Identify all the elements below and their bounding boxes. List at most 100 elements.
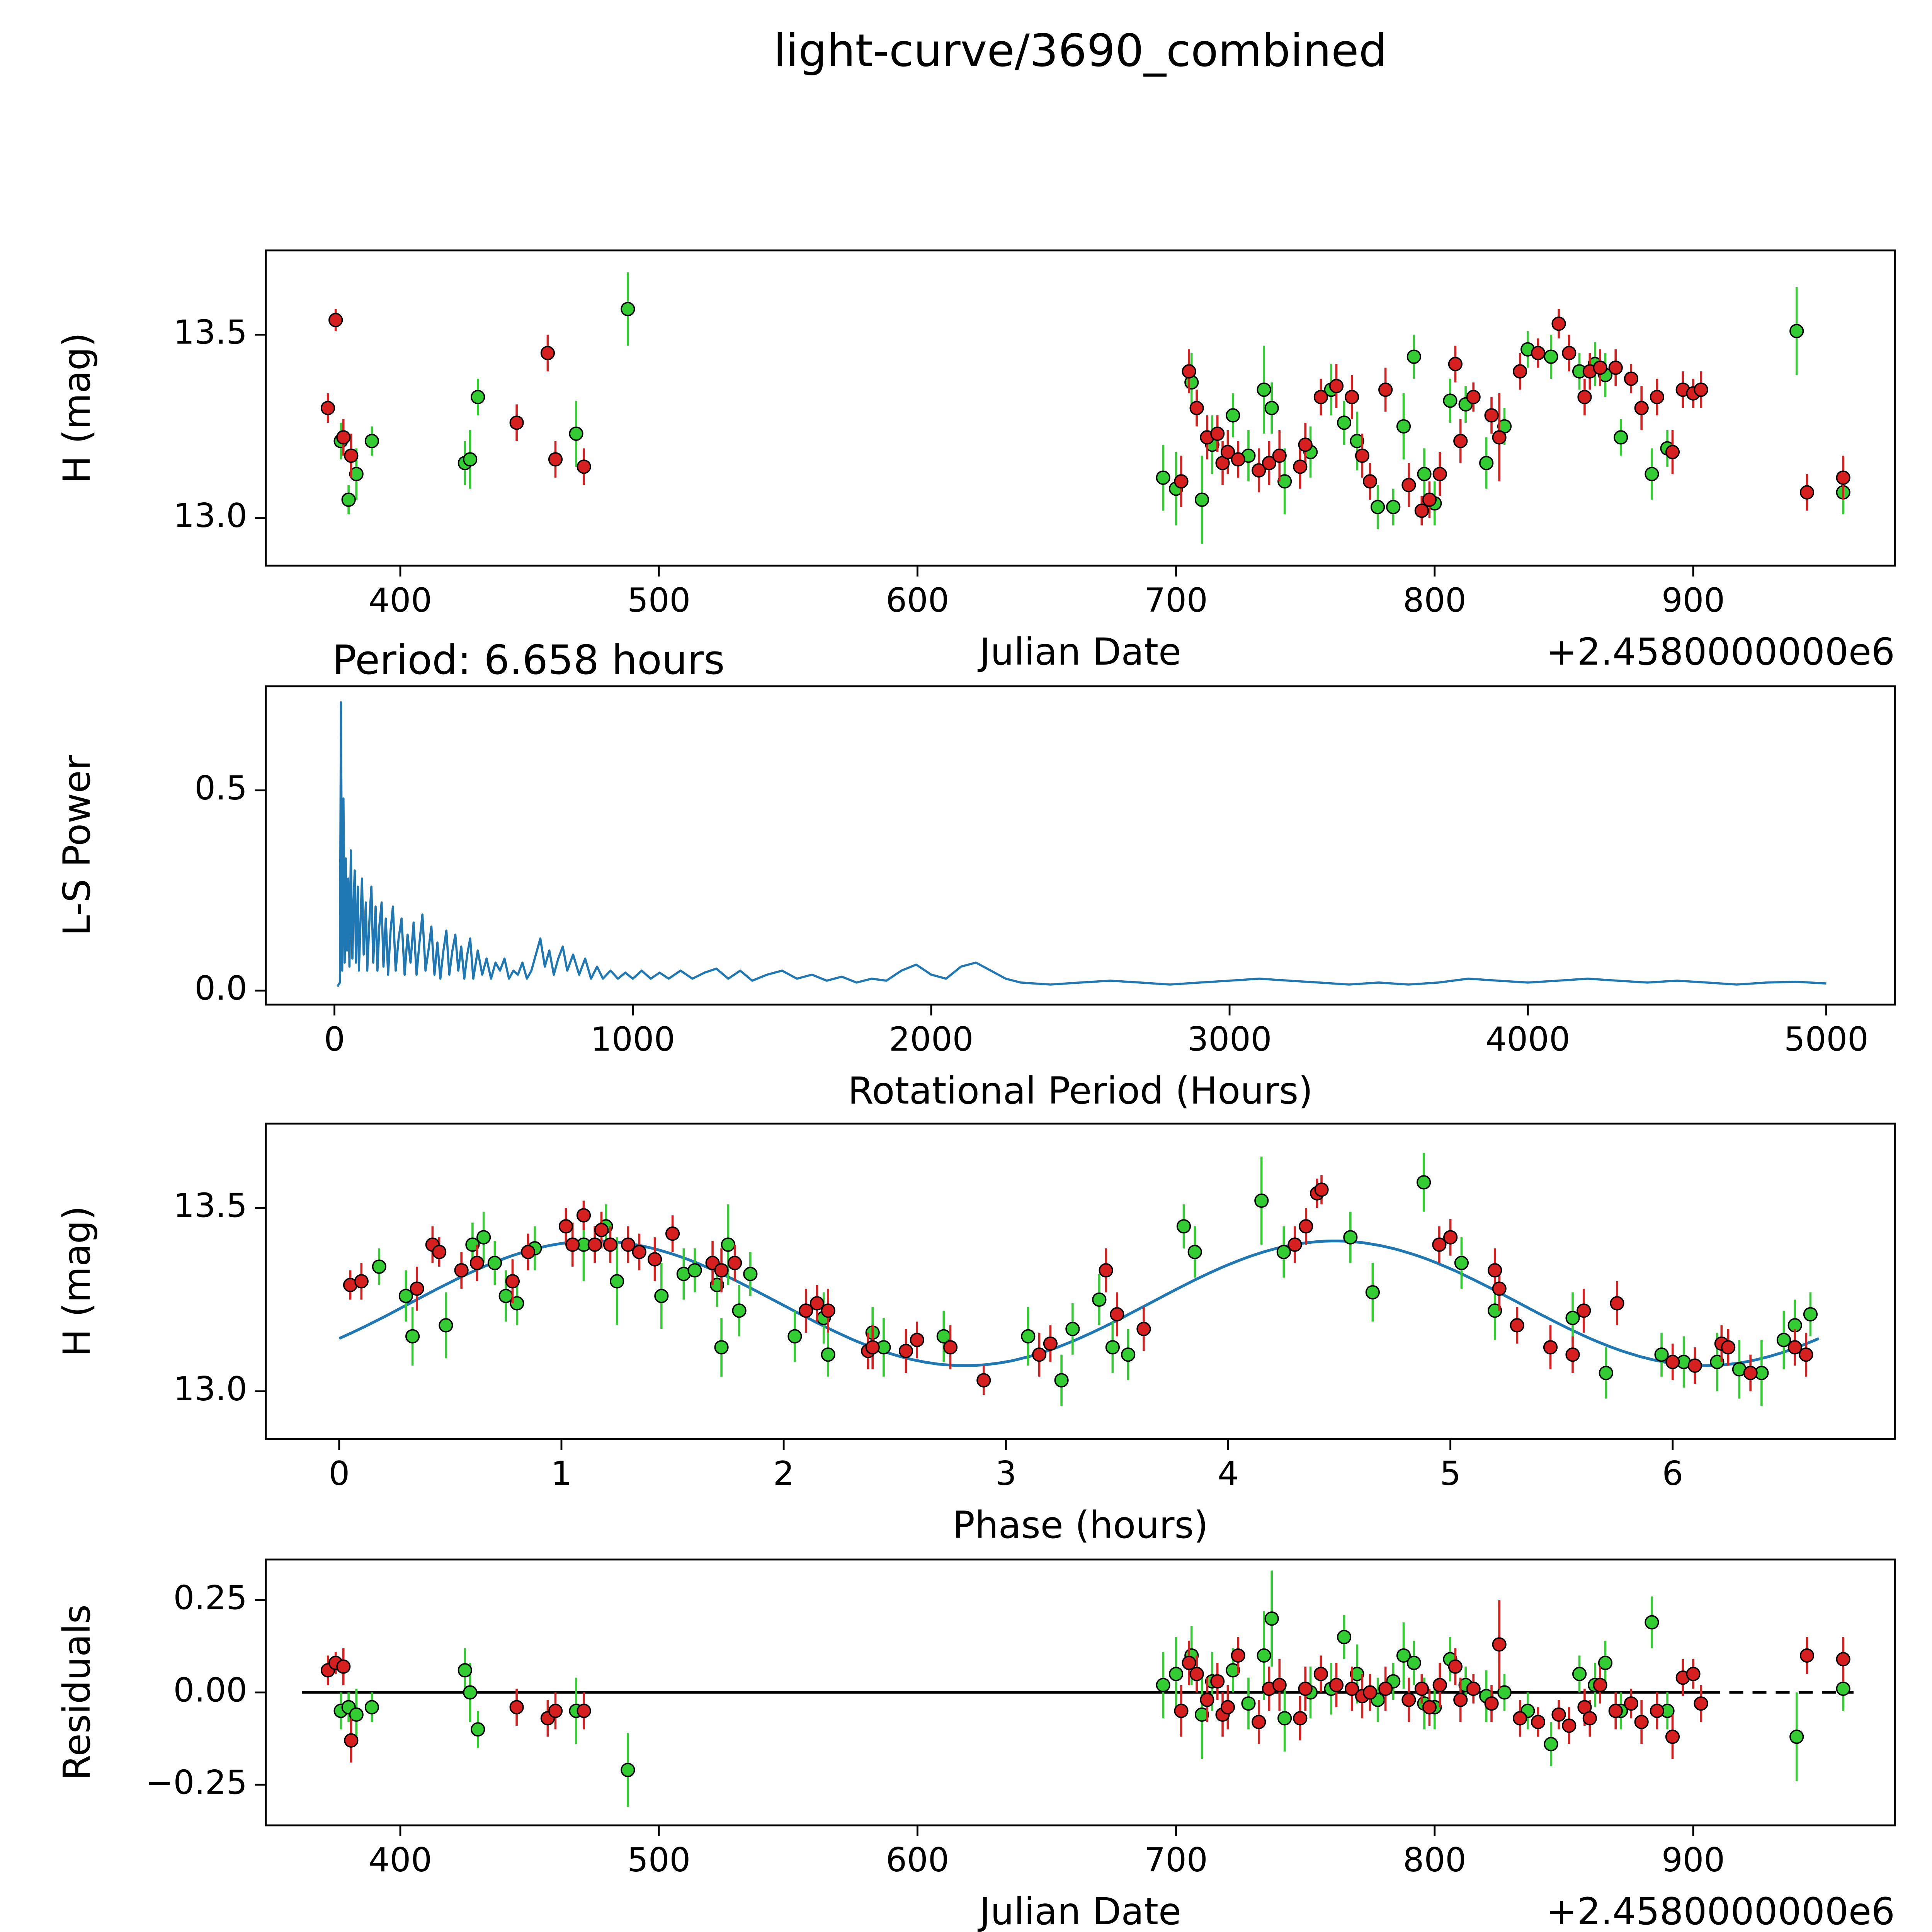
data-point	[548, 452, 563, 467]
data-point	[1226, 408, 1240, 423]
data-point	[364, 1700, 379, 1714]
data-point	[1092, 1292, 1107, 1307]
data-point	[1264, 1611, 1279, 1626]
y-axis-label: H (mag)	[55, 1206, 99, 1357]
data-point	[476, 1230, 491, 1245]
data-point	[1624, 371, 1639, 386]
data-point	[1110, 1307, 1124, 1321]
data-point	[1836, 470, 1850, 485]
data-point	[1401, 1692, 1416, 1707]
y-tick-label: 13.5	[173, 1187, 247, 1225]
data-point	[1453, 1692, 1468, 1707]
data-point	[1032, 1347, 1047, 1362]
data-point	[1634, 401, 1649, 415]
data-point	[1687, 1358, 1702, 1373]
data-point	[1610, 1296, 1624, 1311]
data-point	[1577, 389, 1592, 405]
data-point	[1787, 1340, 1802, 1355]
data-point	[632, 1245, 646, 1259]
data-point	[1593, 1678, 1607, 1692]
data-point	[457, 1663, 472, 1678]
data-point	[1492, 430, 1507, 445]
data-point	[1432, 1678, 1447, 1692]
data-point	[1448, 357, 1463, 371]
data-point	[344, 1733, 359, 1748]
data-point	[1721, 1340, 1736, 1355]
data-point	[454, 1263, 469, 1278]
data-point	[1562, 1718, 1577, 1733]
data-point	[1287, 1237, 1302, 1252]
data-point	[1694, 1696, 1708, 1711]
data-point	[1241, 1696, 1256, 1711]
data-point	[621, 1237, 636, 1252]
data-point	[1121, 1347, 1136, 1362]
data-point	[469, 1255, 485, 1270]
data-point	[471, 389, 485, 405]
data-point	[594, 1223, 609, 1237]
x-offset-label: +2.4580000000e6	[1546, 630, 1895, 673]
data-point	[1386, 500, 1401, 514]
data-point	[1276, 1245, 1291, 1259]
plot-area	[336, 701, 1827, 987]
data-point	[1329, 379, 1344, 393]
data-point	[1362, 474, 1378, 489]
data-point	[1665, 1355, 1680, 1369]
data-point	[1257, 382, 1271, 397]
data-point	[1551, 1707, 1566, 1722]
data-point	[1313, 389, 1328, 405]
data-point	[1608, 1704, 1623, 1718]
x-tick-label: 3	[995, 1454, 1017, 1493]
data-point	[1200, 1692, 1214, 1707]
data-point	[1043, 1336, 1058, 1351]
data-point	[1054, 1373, 1069, 1388]
data-point	[577, 1704, 591, 1718]
data-point	[1262, 456, 1277, 470]
data-point	[1686, 1667, 1701, 1681]
x-tick-label: 3000	[1187, 1020, 1272, 1059]
data-point	[509, 1700, 524, 1714]
data-point	[1417, 467, 1432, 481]
data-point	[1608, 361, 1623, 375]
data-point	[577, 459, 591, 474]
data-point	[714, 1263, 729, 1278]
data-point	[1210, 426, 1225, 441]
y-tick-label: 0.00	[173, 1671, 247, 1709]
data-point	[1531, 346, 1546, 361]
data-point	[1174, 1704, 1189, 1718]
data-point	[1572, 1667, 1587, 1681]
data-point	[1406, 349, 1421, 364]
periodogram-line	[336, 701, 1827, 987]
data-point	[1565, 1311, 1580, 1325]
data-point	[540, 346, 555, 361]
data-point	[976, 1373, 991, 1388]
y-axis-label: L-S Power	[55, 755, 99, 936]
x-tick-label: 0	[328, 1454, 350, 1493]
data-point	[1396, 419, 1411, 434]
data-point	[714, 1340, 729, 1355]
data-point	[1492, 1281, 1507, 1296]
x-tick-label: 500	[627, 581, 690, 620]
data-point	[943, 1340, 958, 1355]
data-point	[654, 1289, 669, 1303]
data-point	[1599, 1366, 1613, 1380]
x-tick-label: 2	[773, 1454, 794, 1493]
x-axis-label: Julian Date	[978, 630, 1181, 673]
x-tick-label: 4000	[1486, 1020, 1570, 1059]
data-point	[1272, 1678, 1287, 1692]
data-point	[721, 1237, 735, 1252]
data-point	[463, 1685, 478, 1700]
x-tick-label: 500	[627, 1841, 690, 1879]
data-point	[521, 1245, 536, 1259]
data-point	[1337, 415, 1352, 430]
data-point	[1492, 1637, 1507, 1652]
data-point	[1645, 1615, 1659, 1630]
data-point	[1836, 1681, 1850, 1696]
data-point	[1264, 401, 1279, 415]
data-point	[321, 401, 335, 415]
data-point	[1513, 364, 1527, 379]
data-point	[732, 1303, 747, 1318]
y-tick-label: −0.25	[145, 1763, 247, 1802]
data-point	[1099, 1263, 1113, 1278]
data-point	[1252, 1714, 1266, 1730]
x-axis-label: Phase (hours)	[952, 1503, 1208, 1547]
